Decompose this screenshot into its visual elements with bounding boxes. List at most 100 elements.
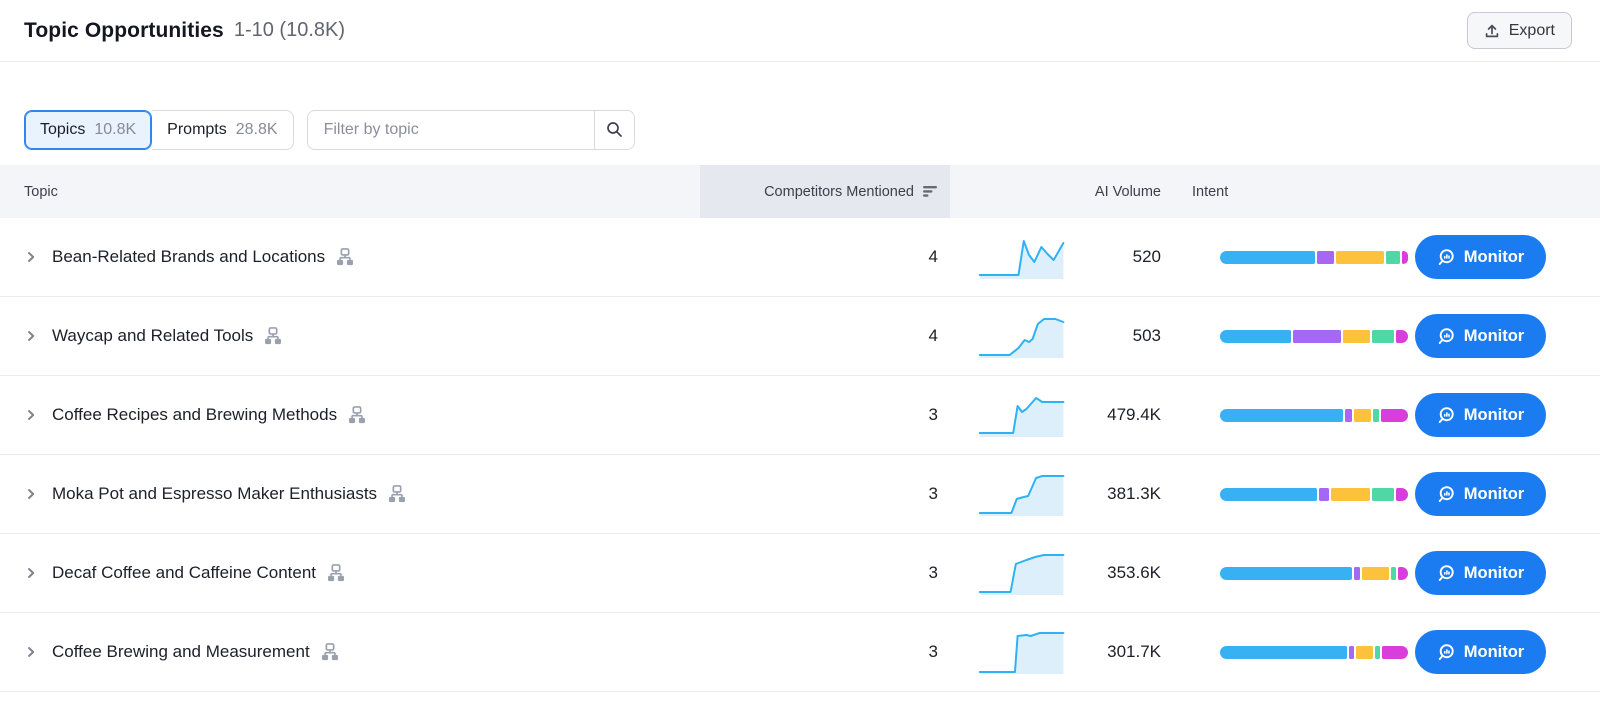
tab-prompts-count: 28.8K	[235, 120, 278, 138]
monitor-button[interactable]: Monitor	[1415, 235, 1546, 279]
intent-cell	[1165, 487, 1415, 501]
sitemap-icon[interactable]	[321, 643, 339, 661]
actions-cell: Monitor	[1415, 472, 1600, 516]
monitor-magnifier-icon	[1437, 643, 1456, 662]
topic-filter-input[interactable]	[307, 110, 594, 149]
intent-segment	[1354, 566, 1360, 580]
competitors-mentioned-value: 4	[928, 247, 938, 266]
sitemap-icon[interactable]	[264, 327, 282, 345]
table-row: Bean-Related Brands and Locations 4 520	[0, 218, 1600, 297]
column-header-topic: Topic	[24, 183, 58, 200]
chevron-right-icon[interactable]	[24, 404, 44, 426]
topic-name[interactable]: Decaf Coffee and Caffeine Content	[52, 563, 316, 582]
topic-name[interactable]: Coffee Brewing and Measurement	[52, 642, 310, 661]
monitor-button[interactable]: Monitor	[1415, 630, 1546, 674]
intent-segment	[1220, 250, 1315, 264]
sitemap-icon[interactable]	[327, 564, 345, 582]
intent-segment	[1354, 408, 1371, 422]
topic-cell: Bean-Related Brands and Locations	[0, 246, 700, 268]
intent-segment	[1293, 329, 1341, 343]
topic-name[interactable]: Moka Pot and Espresso Maker Enthusiasts	[52, 484, 378, 503]
actions-cell: Monitor	[1415, 314, 1600, 358]
monitor-button-label: Monitor	[1463, 563, 1525, 582]
monitor-button[interactable]: Monitor	[1415, 393, 1546, 437]
intent-segment	[1396, 329, 1408, 343]
topic-cell: Waycap and Related Tools	[0, 325, 700, 347]
chevron-right-icon[interactable]	[24, 562, 44, 584]
monitor-button-label: Monitor	[1463, 326, 1525, 345]
tab-prompts[interactable]: Prompts 28.8K	[152, 109, 294, 150]
competitors-mentioned-value: 3	[928, 405, 938, 424]
table-row: Coffee Brewing and Measurement 3 301.7K	[0, 613, 1600, 692]
topbar: Topic Opportunities 1-10 (10.8K) Export	[0, 0, 1600, 62]
intent-cell	[1165, 408, 1415, 422]
actions-cell: Monitor	[1415, 393, 1600, 437]
topic-name[interactable]: Bean-Related Brands and Locations	[52, 247, 326, 266]
intent-segment	[1375, 645, 1380, 659]
topic-cell: Decaf Coffee and Caffeine Content	[0, 562, 700, 584]
search-icon	[606, 121, 623, 138]
tab-topics-label: Topics	[40, 120, 86, 138]
monitor-magnifier-icon	[1437, 406, 1456, 425]
table-row: Coffee Recipes and Brewing Methods 3 479…	[0, 376, 1600, 455]
topic-filter	[306, 109, 635, 150]
table-body: Bean-Related Brands and Locations 4 520	[0, 218, 1600, 692]
intent-segment	[1362, 566, 1389, 580]
intent-segment	[1336, 250, 1384, 264]
intent-segment	[1220, 566, 1352, 580]
actions-cell: Monitor	[1415, 235, 1600, 279]
topic-name[interactable]: Coffee Recipes and Brewing Methods	[52, 405, 338, 424]
intent-cell	[1165, 329, 1415, 343]
trend-sparkline	[950, 630, 1060, 674]
results-range: 1-10 (10.8K)	[233, 19, 346, 41]
topic-cell: Coffee Recipes and Brewing Methods	[0, 404, 700, 426]
table-row: Moka Pot and Espresso Maker Enthusiasts …	[0, 455, 1600, 534]
intent-segment	[1319, 487, 1329, 501]
topic-name[interactable]: Waycap and Related Tools	[52, 326, 254, 345]
sitemap-icon[interactable]	[388, 485, 406, 503]
intent-segment	[1372, 329, 1394, 343]
trend-sparkline	[950, 393, 1060, 437]
monitor-button[interactable]: Monitor	[1415, 314, 1546, 358]
intent-bar	[1220, 408, 1408, 422]
controls-bar: Topics 10.8K Prompts 28.8K	[0, 62, 1600, 165]
monitor-button[interactable]: Monitor	[1415, 472, 1546, 516]
intent-bar	[1220, 250, 1408, 264]
actions-cell: Monitor	[1415, 551, 1600, 595]
intent-segment	[1382, 645, 1408, 659]
column-header-competitors-mentioned[interactable]: Competitors Mentioned	[700, 165, 950, 218]
competitors-mentioned-value: 3	[928, 642, 938, 661]
intent-segment	[1396, 487, 1408, 501]
competitors-mentioned-value: 3	[928, 563, 938, 582]
monitor-button[interactable]: Monitor	[1415, 551, 1546, 595]
upload-icon	[1484, 23, 1500, 39]
intent-segment	[1345, 408, 1352, 422]
intent-bar	[1220, 329, 1408, 343]
monitor-button-label: Monitor	[1463, 247, 1525, 266]
competitors-mentioned-value: 3	[928, 484, 938, 503]
tab-topics[interactable]: Topics 10.8K	[24, 109, 153, 150]
intent-segment	[1220, 645, 1347, 659]
page-title: Topic Opportunities	[24, 18, 224, 42]
sitemap-icon[interactable]	[348, 406, 366, 424]
column-header-actions-spacer	[1415, 165, 1600, 218]
sitemap-icon[interactable]	[336, 248, 354, 266]
intent-segment	[1386, 250, 1400, 264]
export-button[interactable]: Export	[1466, 12, 1572, 49]
topic-cell: Coffee Brewing and Measurement	[0, 641, 700, 663]
topic-cell: Moka Pot and Espresso Maker Enthusiasts	[0, 483, 700, 505]
search-button[interactable]	[593, 110, 634, 149]
monitor-button-label: Monitor	[1463, 484, 1525, 503]
intent-segment	[1220, 487, 1317, 501]
intent-segment	[1317, 250, 1334, 264]
trend-sparkline	[950, 551, 1060, 595]
chevron-right-icon[interactable]	[24, 325, 44, 347]
tab-prompts-label: Prompts	[167, 120, 227, 138]
table-row: Waycap and Related Tools 4 503	[0, 297, 1600, 376]
chevron-right-icon[interactable]	[24, 641, 44, 663]
chevron-right-icon[interactable]	[24, 483, 44, 505]
export-button-label: Export	[1508, 21, 1555, 39]
intent-segment	[1343, 329, 1370, 343]
table-row: Decaf Coffee and Caffeine Content 3 353.…	[0, 534, 1600, 613]
chevron-right-icon[interactable]	[24, 246, 44, 268]
